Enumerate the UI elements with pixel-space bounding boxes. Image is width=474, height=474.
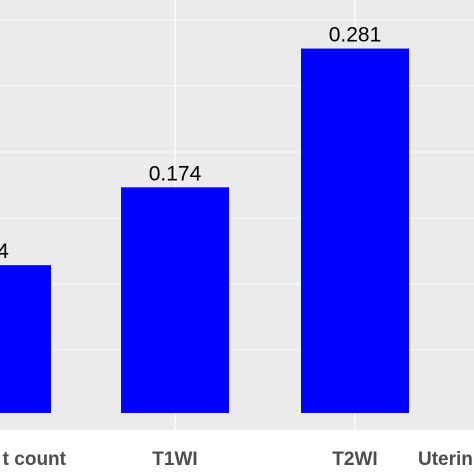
x-tick-label-uterin: Uterin: [418, 449, 473, 470]
data-label-count: 4: [0, 240, 9, 263]
bars: [0, 48, 409, 413]
x-tick-label-t2wi: T2WI: [332, 449, 377, 470]
data-labels: 4 0.174 0.281: [0, 24, 381, 264]
bar-t2wi: [301, 48, 409, 413]
x-tick-label-count: t count: [3, 449, 67, 470]
bar-t1wi: [121, 187, 229, 413]
x-tick-label-t1wi: T1WI: [152, 449, 197, 470]
data-label-t2wi: 0.281: [329, 24, 382, 47]
bar-count: [0, 265, 51, 413]
x-tick-labels: t count T1WI T2WI Uterin: [3, 449, 473, 470]
data-label-t1wi: 0.174: [149, 162, 202, 185]
